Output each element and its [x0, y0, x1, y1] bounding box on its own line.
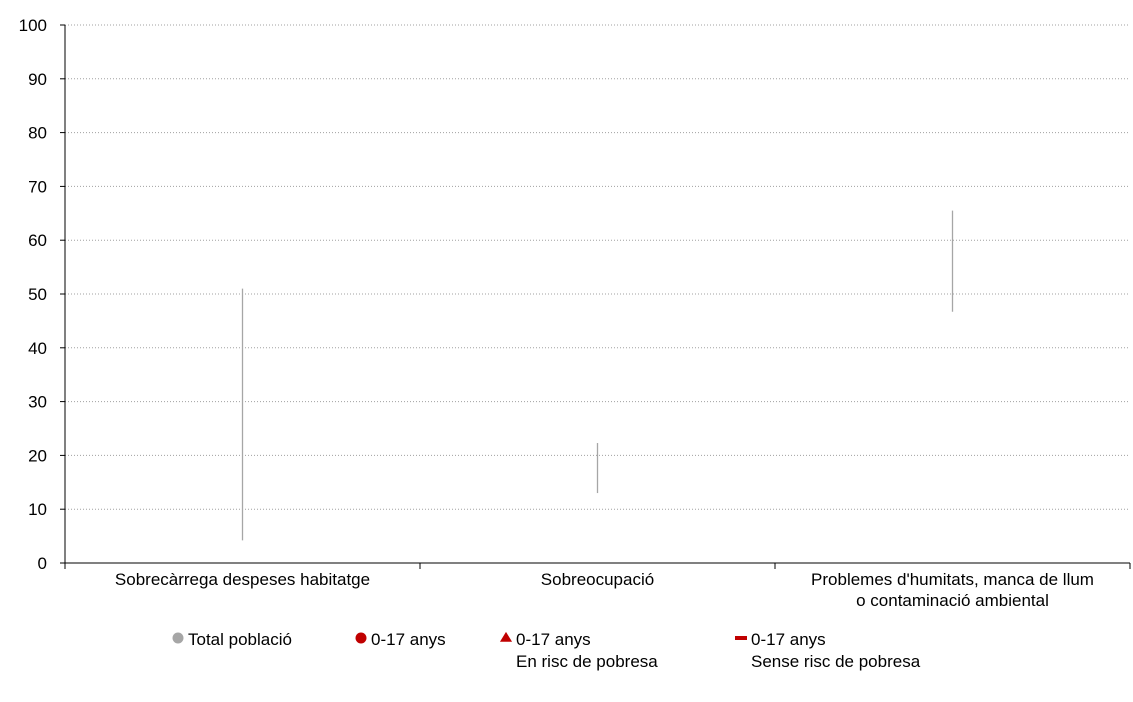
y-tick-label: 50: [28, 285, 47, 304]
y-tick-label: 30: [28, 393, 47, 412]
legend-marker-circle: [355, 632, 367, 644]
category-label-line: Sobreocupació: [541, 570, 654, 589]
axes: [60, 24, 1131, 569]
legend-label-line: Sense risc de pobresa: [751, 652, 921, 671]
x-axis-category-labels: Sobrecàrrega despeses habitatge Sobreocup…: [115, 570, 1094, 610]
legend-label-line: Total població: [188, 630, 292, 649]
y-tick-label: 70: [28, 177, 47, 196]
legend: Total població 0-17 anys 0-17 anys En risc …: [172, 630, 921, 671]
y-tick-label: 20: [28, 446, 47, 465]
category-label-line: o contaminació ambiental: [856, 591, 1049, 610]
legend-label-line: 0-17 anys: [516, 630, 591, 649]
y-tick-label: 10: [28, 500, 47, 519]
legend-label-line: 0-17 anys: [371, 630, 446, 649]
y-tick-label: 90: [28, 70, 47, 89]
category-label: Problemes d'humitats, manca de llum o con…: [811, 570, 1094, 610]
legend-label: Total població: [188, 630, 292, 649]
legend-label: 0-17 anys En risc de pobresa: [516, 630, 658, 671]
y-axis-tick-labels: 0 10 20 30 40 50 60 70 80 90 100: [19, 16, 47, 573]
category-label: Sobreocupació: [541, 570, 654, 589]
category-label-line: Sobrecàrrega despeses habitatge: [115, 570, 370, 589]
legend-label-line: 0-17 anys: [751, 630, 826, 649]
y-tick-label: 0: [38, 554, 47, 573]
category-label: Sobrecàrrega despeses habitatge: [115, 570, 370, 589]
y-tick-label: 100: [19, 16, 47, 35]
y-tick-label: 80: [28, 124, 47, 143]
legend-marker-dash: [735, 636, 747, 640]
legend-label-line: En risc de pobresa: [516, 652, 658, 671]
legend-marker-triangle: [499, 631, 513, 642]
y-tick-label: 60: [28, 231, 47, 250]
gridlines: [65, 24, 1130, 510]
y-tick-label: 40: [28, 339, 47, 358]
legend-label: 0-17 anys Sense risc de pobresa: [751, 630, 921, 671]
range-connectors: [241, 210, 954, 541]
legend-label: 0-17 anys: [371, 630, 446, 649]
category-label-line: Problemes d'humitats, manca de llum: [811, 570, 1094, 589]
legend-marker-circle: [172, 632, 184, 644]
